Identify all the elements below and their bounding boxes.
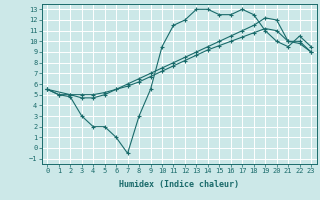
X-axis label: Humidex (Indice chaleur): Humidex (Indice chaleur) — [119, 180, 239, 189]
